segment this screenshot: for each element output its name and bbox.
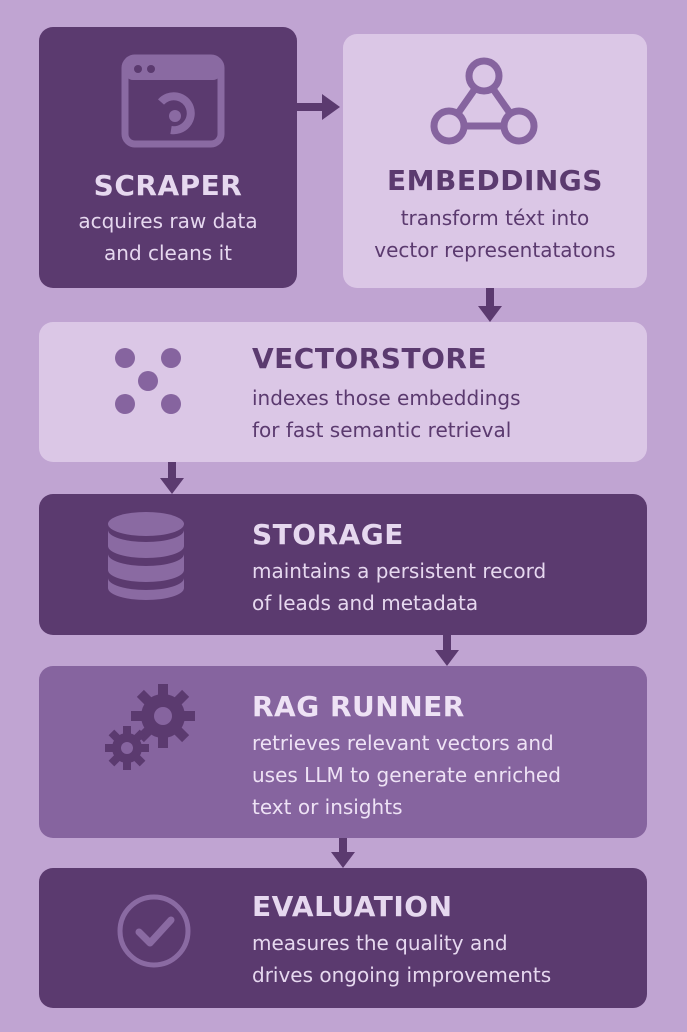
database-icon (108, 512, 184, 600)
storage-box: STORAGE maintains a persistent record of… (39, 494, 647, 635)
arrow-scraper-to-embeddings (296, 94, 340, 120)
scraper-title: SCRAPER (93, 169, 243, 202)
evaluation-desc-line-2: drives ongoing improvements (252, 963, 552, 987)
storage-desc-line-1: maintains a persistent record (252, 559, 547, 583)
arrow-embeddings-to-vectorstore (478, 288, 502, 322)
gears-icon (105, 684, 195, 770)
evaluation-title: EVALUATION (252, 890, 453, 923)
vectorstore-desc-line-1: indexes those embeddings (252, 386, 521, 410)
rag-runner-box: RAG RUNNER retrieves relevant vectors an… (39, 666, 647, 838)
rag-runner-desc-line-3: text or insights (252, 795, 403, 819)
dots-cluster-icon (115, 348, 181, 414)
embeddings-box: EMBEDDINGS transform téxt into vector re… (343, 34, 647, 288)
rag-runner-desc-line-2: uses LLM to generate enriched (252, 763, 561, 787)
storage-title: STORAGE (252, 518, 404, 551)
evaluation-desc-line-1: measures the quality and (252, 931, 508, 955)
storage-desc-line-2: of leads and metadata (252, 591, 479, 615)
arrow-storage-to-rag-runner (435, 634, 459, 666)
browser-window-icon (121, 54, 225, 148)
scraper-desc-line-1: acquires raw data (78, 209, 258, 233)
network-graph-icon (430, 57, 538, 145)
embeddings-desc-line-1: transform téxt into (400, 206, 590, 230)
embeddings-title: EMBEDDINGS (387, 164, 603, 197)
embeddings-desc-line-2: vector representatatons (374, 238, 616, 262)
rag-runner-desc-line-1: retrieves relevant vectors and (252, 731, 554, 755)
vectorstore-title: VECTORSTORE (252, 342, 488, 375)
arrow-vectorstore-to-storage (160, 460, 184, 494)
scraper-box: SCRAPER acquires raw data and cleans it (39, 27, 297, 288)
evaluation-box: EVALUATION measures the quality and driv… (39, 868, 647, 1008)
vectorstore-desc-line-2: for fast semantic retrieval (252, 418, 512, 442)
vectorstore-box: VECTORSTORE indexes those embeddings for… (39, 322, 647, 462)
arrow-rag-runner-to-evaluation (331, 836, 355, 868)
scraper-desc-line-2: and cleans it (104, 241, 232, 265)
rag-runner-title: RAG RUNNER (252, 690, 465, 723)
check-circle-icon (117, 894, 191, 968)
